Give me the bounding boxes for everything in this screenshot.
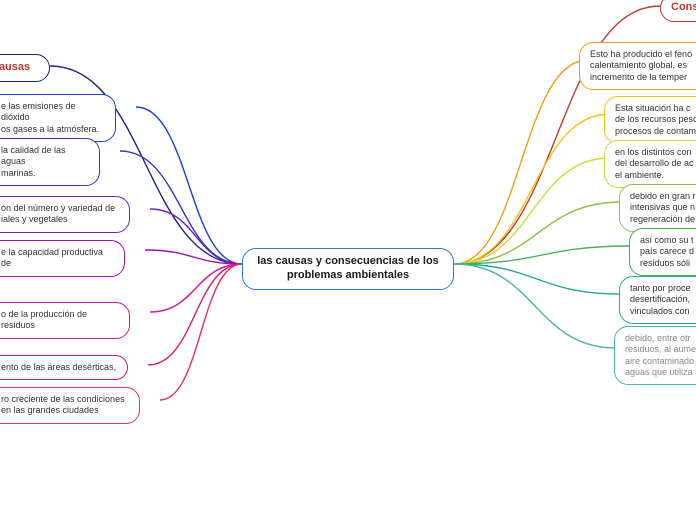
consequence-node-4: así como su tpaís carece dresiduos sóli <box>629 228 696 276</box>
consequence-node-6: debido, entre otrresiduos, al aumeaire c… <box>614 326 696 385</box>
consequence-node-2: en los distintos condel desarrollo de ac… <box>604 140 696 188</box>
consequence-node-5: tanto por procedesertificación,vinculado… <box>619 276 696 324</box>
consequence-node-1: Esta situación ha cde los recursos pescp… <box>604 96 696 144</box>
consequence-node-0: Esto ha producido el fenócalentamiento g… <box>579 42 696 90</box>
cause-node-5: ento de las áreas desérticas, <box>0 355 128 380</box>
cause-node-6: ro creciente de las condicionesen las gr… <box>0 387 140 424</box>
causes-header: Causas <box>0 54 50 82</box>
cause-node-2: ón del número y variedad deiales y veget… <box>0 196 130 233</box>
cause-node-1: la calidad de las aguasmarinas. <box>0 138 100 186</box>
center-topic: las causas y consecuencias de los proble… <box>242 248 454 290</box>
consequences-header: Consecue <box>660 0 696 22</box>
cause-node-3: e la capacidad productiva de <box>0 240 125 277</box>
cause-node-0: e las emisiones de dióxidoos gases a la … <box>0 94 116 142</box>
consequence-node-3: debido en gran rintensivas que nregenera… <box>619 184 696 232</box>
cause-node-4: o de la producción de residuos <box>0 302 130 339</box>
